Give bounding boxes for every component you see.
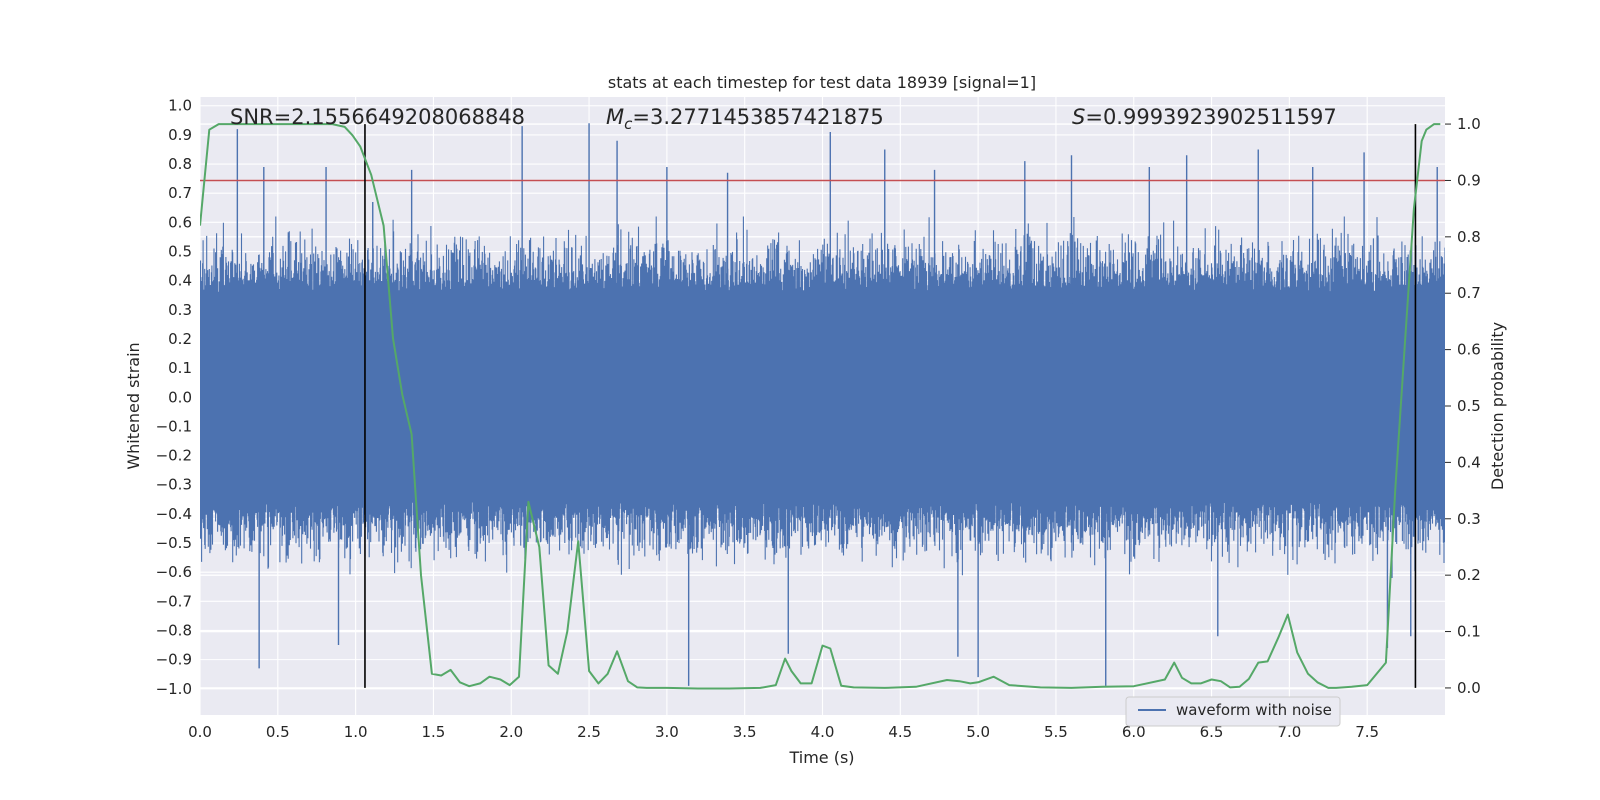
- mc-value: =3.2771453857421875: [632, 105, 883, 129]
- legend-label: waveform with noise: [1176, 701, 1332, 719]
- x-tick-label: 2.0: [499, 723, 523, 741]
- y-tick-label: 0.4: [168, 272, 192, 290]
- s-value: =0.9993923902511597: [1085, 105, 1336, 129]
- s-annotation: S=0.9993923902511597: [1072, 105, 1337, 129]
- y2-axis-label: Detection probability: [1488, 322, 1507, 490]
- x-axis-label: Time (s): [788, 748, 854, 767]
- y-axis-label: Whitened strain: [124, 342, 143, 469]
- y-tick-label: 0.0: [168, 388, 192, 406]
- mc-symbol: M: [606, 105, 624, 129]
- x-tick-label: 2.5: [577, 723, 601, 741]
- x-tick-label: 5.0: [966, 723, 990, 741]
- y-tick-label: −0.3: [156, 476, 192, 494]
- legend: waveform with noise: [1125, 696, 1341, 727]
- y-tick-label: −0.9: [156, 651, 192, 669]
- y2-tick-label: 0.0: [1457, 679, 1481, 697]
- x-tick-label: 0.0: [188, 723, 212, 741]
- y2-tick-label: 0.6: [1457, 341, 1481, 359]
- detection-probability-series: [200, 123, 1441, 690]
- y2-tick-labels: 1.0 0.9 0.8 0.7 0.6 0.5 0.4 0.3 0.2 0.1 0.0: [1457, 115, 1481, 697]
- x-tick-label: 0.5: [266, 723, 290, 741]
- s-symbol: S: [1072, 105, 1085, 129]
- x-tick-label: 1.5: [422, 723, 446, 741]
- x-tick-label: 4.0: [811, 723, 835, 741]
- y-tick-label: 0.9: [168, 126, 192, 144]
- y2-tick-label: 0.4: [1457, 453, 1481, 471]
- x-tick-labels: 0.0 0.5 1.0 1.5 2.0 2.5 3.0 3.5 4.0 4.5 5.0 5.5 6.0 6…: [188, 723, 1379, 741]
- y-tick-label: 0.3: [168, 301, 192, 319]
- y2-tick-label: 0.7: [1457, 284, 1481, 302]
- y2-tick-label: 0.1: [1457, 623, 1481, 641]
- y-tick-label: 0.1: [168, 359, 192, 377]
- y-tick-label: 0.8: [168, 155, 192, 173]
- x-tick-label: 4.5: [888, 723, 912, 741]
- y2-tick-label: 0.3: [1457, 510, 1481, 528]
- waveform-spikes: [236, 123, 1438, 686]
- y-tick-label: 0.2: [168, 330, 192, 348]
- y-tick-label: 1.0: [168, 97, 192, 115]
- detection-probability-line: [200, 123, 1441, 690]
- x-tick-label: 1.0: [344, 723, 368, 741]
- y-tick-labels: 1.0 0.9 0.8 0.7 0.6 0.5 0.4 0.3 0.2 0.1 0.0 −0.1 −0.…: [156, 97, 192, 698]
- chirp-mass-annotation: Mc=3.2771453857421875: [606, 105, 884, 133]
- y-tick-label: 0.7: [168, 184, 192, 202]
- x-tick-label: 6.0: [1122, 723, 1146, 741]
- x-tick-label: 6.5: [1200, 723, 1224, 741]
- y-tick-label: 0.5: [168, 243, 192, 261]
- y2-tick-label: 0.5: [1457, 397, 1481, 415]
- y2-tick-label: 1.0: [1457, 115, 1481, 133]
- vertical-lines: [364, 124, 1417, 688]
- y-tick-label: −0.5: [156, 534, 192, 552]
- snr-annotation: SNR=2.1556649208068848: [230, 105, 525, 129]
- x-tick-label: 7.0: [1277, 723, 1301, 741]
- x-tick-label: 3.0: [655, 723, 679, 741]
- y-tick-label: −0.2: [156, 447, 192, 465]
- mc-subscript: c: [624, 115, 633, 133]
- y2-tick-label: 0.2: [1457, 566, 1481, 584]
- x-tick-label: 5.5: [1044, 723, 1068, 741]
- y2-tick-label: 0.9: [1457, 171, 1481, 189]
- legend-box: [1125, 696, 1341, 727]
- y-tick-label: −1.0: [156, 680, 192, 698]
- waveform-core: [200, 303, 1445, 503]
- y-tick-label: −0.6: [156, 563, 192, 581]
- chart-title: stats at each timestep for test data 189…: [608, 73, 1036, 92]
- y-tick-label: −0.7: [156, 592, 192, 610]
- x-tick-label: 3.5: [733, 723, 757, 741]
- y-tick-label: −0.1: [156, 417, 192, 435]
- y-tick-label: −0.8: [156, 621, 192, 639]
- y2-tick-label: 0.8: [1457, 228, 1481, 246]
- x-tick-label: 7.5: [1355, 723, 1379, 741]
- waveform-series: [200, 216, 1445, 578]
- y-tick-label: 0.6: [168, 213, 192, 231]
- y-tick-label: −0.4: [156, 505, 192, 523]
